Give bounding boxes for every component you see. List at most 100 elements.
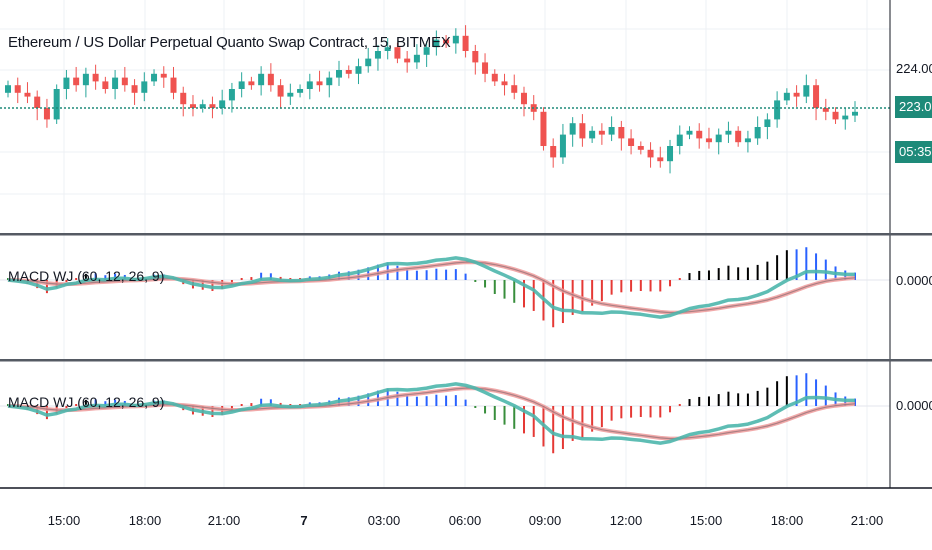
candle-body <box>511 85 518 93</box>
candle-body <box>384 47 391 51</box>
candle-body <box>277 85 284 97</box>
macd-pane-1 <box>7 247 856 328</box>
candle-body <box>180 92 187 105</box>
candle-body <box>355 66 362 74</box>
time-label: 15:00 <box>47 513 81 528</box>
macd-indicator-title-2[interactable]: MACD WJ (60, 12, 26, 9) <box>8 394 165 410</box>
macd-line <box>7 382 856 445</box>
candle-body <box>121 77 128 86</box>
candle-body <box>852 111 858 116</box>
grid-lines <box>0 0 890 488</box>
candle-body <box>715 134 722 143</box>
candle-body <box>550 146 557 158</box>
candle-body <box>141 81 148 93</box>
candle-body <box>433 39 440 48</box>
pane-separator <box>0 359 932 362</box>
candle-body <box>258 73 265 86</box>
candle-body <box>53 89 60 120</box>
time-label: 15:00 <box>689 513 723 528</box>
candle-body <box>559 134 566 158</box>
candle-body <box>774 100 781 120</box>
macd-line <box>7 256 856 319</box>
candle-body <box>228 89 235 101</box>
signal-line-core <box>7 261 856 314</box>
time-label: 21:00 <box>207 513 241 528</box>
candle-body <box>735 130 742 143</box>
candle-body <box>491 73 498 82</box>
candle-body <box>452 35 459 44</box>
candle-body <box>336 70 343 78</box>
candle-body <box>803 85 810 97</box>
candle-body <box>82 73 89 86</box>
candle-body <box>423 47 430 55</box>
candle-body <box>34 96 41 108</box>
time-label: 09:00 <box>528 513 562 528</box>
macd-zero-label-2: 0.0000 <box>896 398 932 413</box>
candle-body <box>608 127 615 135</box>
candle-body <box>783 92 790 101</box>
candle-body <box>686 130 693 135</box>
candle-body <box>764 119 771 127</box>
candle-body <box>345 70 352 74</box>
price-candles <box>5 25 858 174</box>
candle-body <box>316 81 323 86</box>
candle-body <box>238 81 245 89</box>
time-label: 18:00 <box>128 513 162 528</box>
candle-body <box>219 100 226 108</box>
candle-body <box>725 130 732 135</box>
candle-body <box>24 92 31 97</box>
candle-body <box>151 73 158 82</box>
time-label: 12:00 <box>609 513 643 528</box>
candle-body <box>160 73 167 78</box>
candle-body <box>579 123 586 139</box>
candle-body <box>472 51 479 63</box>
candle-body <box>131 85 138 93</box>
candle-body <box>5 85 11 93</box>
candle-body <box>705 138 712 143</box>
candle-body <box>102 81 109 89</box>
time-label-day: 7 <box>300 513 308 528</box>
candle-body <box>248 81 255 86</box>
candle-body <box>754 127 761 139</box>
candle-body <box>462 35 469 51</box>
pane-separator <box>0 233 932 236</box>
chart-title: Ethereum / US Dollar Perpetual Quanto Sw… <box>8 34 451 51</box>
macd-zero-label: 0.0000 <box>896 273 932 288</box>
macd-indicator-title[interactable]: MACD WJ (60, 12, 26, 9) <box>8 268 165 284</box>
candle-body <box>43 108 50 120</box>
candle-body <box>267 73 274 86</box>
candle-body <box>696 130 703 139</box>
candle-body <box>628 138 635 146</box>
candle-body <box>598 130 605 135</box>
candle-body <box>501 81 508 86</box>
candle-body <box>822 108 829 112</box>
candle-body <box>287 92 294 97</box>
candle-body <box>92 73 99 82</box>
candle-body <box>589 130 596 139</box>
candle-body <box>394 47 401 59</box>
price-label-224: 224.00 <box>896 61 932 76</box>
candle-body <box>404 58 411 63</box>
candle-body <box>413 54 420 63</box>
candle-body <box>832 111 839 120</box>
candle-body <box>365 58 372 67</box>
candle-body <box>676 134 683 146</box>
candle-body <box>63 77 70 89</box>
time-label: 21:00 <box>850 513 884 528</box>
candle-body <box>209 104 216 108</box>
candle-body <box>667 146 674 162</box>
candle-body <box>813 85 820 108</box>
candle-body <box>170 77 177 93</box>
candle-body <box>297 89 304 93</box>
candle-body <box>540 111 547 146</box>
candle-body <box>482 62 489 74</box>
candle-body <box>189 104 196 108</box>
candle-body <box>374 51 381 59</box>
signal-line-core <box>7 387 856 440</box>
candle-body <box>326 77 333 86</box>
time-label: 06:00 <box>448 513 482 528</box>
candle-body <box>618 127 625 139</box>
candle-body <box>306 81 313 89</box>
candle-body <box>569 123 576 135</box>
